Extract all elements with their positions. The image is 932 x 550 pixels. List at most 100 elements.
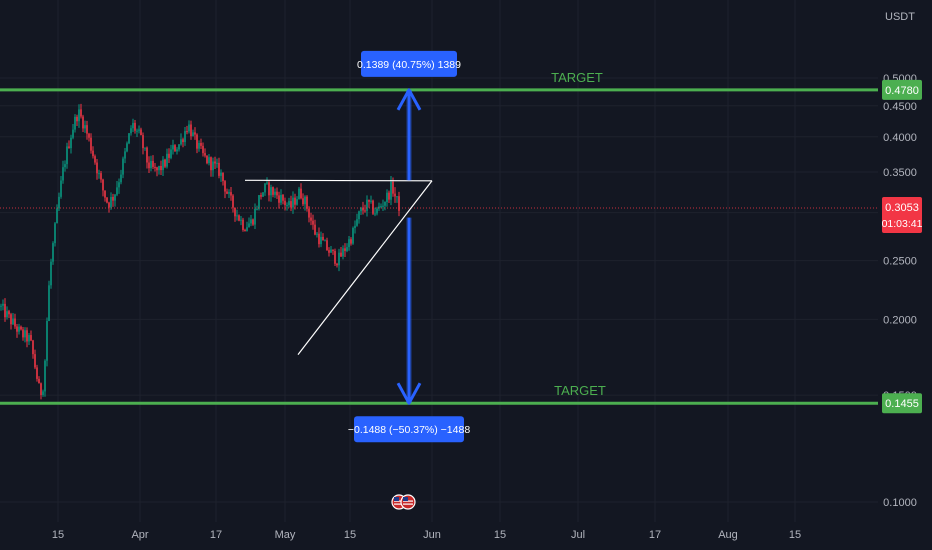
- candle-body: [168, 153, 170, 158]
- candle-body: [264, 183, 266, 193]
- candle-body: [122, 158, 124, 175]
- candle-body: [230, 192, 232, 196]
- candle-body: [232, 195, 234, 208]
- flag-stripe: [403, 503, 413, 505]
- candle-body: [326, 240, 328, 251]
- candle-body: [310, 217, 312, 221]
- triangle-resistance: [244, 179, 433, 182]
- flag-stripe: [394, 500, 404, 502]
- target-label: TARGET: [554, 383, 606, 398]
- flag-stripe: [394, 503, 404, 505]
- candle-body: [370, 200, 372, 202]
- candle-body: [202, 145, 204, 154]
- candle-body: [10, 314, 12, 325]
- measure-label-box: [354, 416, 464, 443]
- candle-body: [24, 330, 26, 338]
- candle-body: [136, 130, 138, 132]
- candle-body: [26, 330, 28, 342]
- candle-body: [286, 205, 288, 207]
- candle-body: [126, 143, 128, 152]
- candle-body: [346, 247, 348, 251]
- time-axis[interactable]: 15 Apr 17 May 15 Jun 15 Jul 17 Aug 15: [52, 529, 801, 541]
- grid: [0, 0, 878, 522]
- candle-body: [360, 207, 362, 212]
- measure-label-text: 0.1389 (40.75%) 1389: [357, 59, 461, 71]
- candle-body: [282, 194, 284, 201]
- candle-body: [316, 233, 318, 235]
- candle-body: [42, 391, 44, 395]
- measure-arrowhead: [396, 382, 422, 405]
- candle-body: [30, 335, 32, 341]
- candle-body: [188, 124, 190, 132]
- candle-body: [220, 172, 222, 176]
- candle-body: [166, 153, 168, 167]
- candle-body: [284, 200, 286, 206]
- candle-body: [86, 125, 88, 134]
- candle-body: [124, 151, 126, 159]
- candle-body: [354, 225, 356, 229]
- candle-body: [62, 167, 64, 181]
- current-price-tag: [882, 196, 922, 233]
- candle-body: [224, 181, 226, 192]
- candle-body: [172, 145, 174, 150]
- candle-body: [350, 239, 352, 244]
- candle-body: [368, 199, 370, 202]
- candle-body: [192, 132, 194, 137]
- candle-body: [248, 223, 250, 228]
- candle-body: [266, 182, 268, 184]
- candle-body: [210, 157, 212, 171]
- x-tick-label: Jul: [571, 529, 585, 541]
- candle-body: [16, 326, 18, 332]
- candle-body: [306, 196, 308, 209]
- candle-body: [102, 179, 104, 191]
- candle-body: [76, 116, 78, 122]
- candle-body: [116, 187, 118, 195]
- candle-body: [260, 195, 262, 197]
- candle-body: [254, 208, 256, 225]
- flag-stripe: [403, 500, 413, 502]
- candle-body: [314, 224, 316, 235]
- candle-body: [68, 146, 70, 149]
- candle-body: [344, 248, 346, 251]
- candle-body: [364, 210, 366, 212]
- candle-body: [198, 142, 200, 149]
- candle-body: [358, 211, 360, 220]
- candle-body: [388, 192, 390, 200]
- candle-body: [200, 142, 202, 146]
- candle-body: [300, 188, 302, 199]
- candle-body: [50, 261, 52, 286]
- candle-body: [296, 199, 298, 205]
- candle-body: [14, 318, 16, 327]
- target-price-tag-text: 0.1455: [885, 398, 919, 410]
- candle-body: [162, 159, 164, 171]
- candle-body: [366, 199, 368, 211]
- price-axis[interactable]: USDT 0.10000.15000.20000.25000.30000.350…: [882, 11, 923, 509]
- candle-body: [2, 303, 4, 306]
- candle-body: [396, 196, 398, 198]
- candle-body: [258, 195, 260, 209]
- candle-body: [70, 137, 72, 149]
- candle-body: [240, 219, 242, 221]
- candle-body: [8, 311, 10, 315]
- y-tick-label: 0.4500: [883, 101, 917, 113]
- candle-body: [18, 326, 20, 332]
- candle-body: [22, 329, 24, 338]
- candle-body: [20, 326, 22, 330]
- flag-canton: [394, 497, 399, 501]
- candle-body: [38, 378, 40, 384]
- candle-body: [290, 201, 292, 208]
- candle-body: [336, 263, 338, 266]
- candle-body: [128, 133, 130, 144]
- current-price-countdown: 01:03:41: [882, 218, 923, 230]
- y-tick-label: 0.2500: [883, 256, 917, 268]
- candle-body: [324, 240, 326, 242]
- candle-body: [186, 131, 188, 133]
- candle-body: [154, 166, 156, 168]
- target-price-tag: [882, 393, 922, 414]
- candle-body: [4, 303, 6, 318]
- candle-body: [250, 219, 252, 224]
- candle-body: [190, 124, 192, 137]
- overlays: TARGET TARGET 0.1389 (40.75%) 1389 −0.1488 …: [0, 50, 878, 510]
